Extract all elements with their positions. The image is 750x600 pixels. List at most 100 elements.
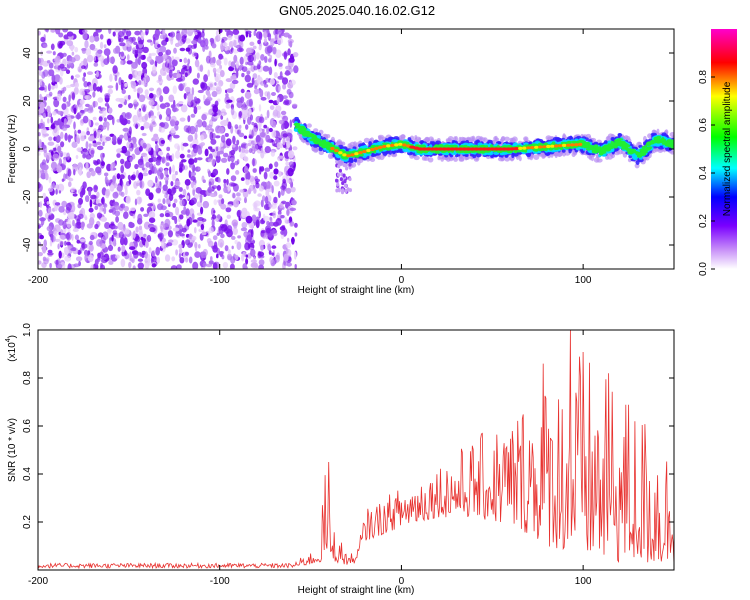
ridge-blob xyxy=(610,146,614,150)
noise-blob xyxy=(126,29,130,32)
noise-blob xyxy=(184,251,189,256)
noise-blob xyxy=(221,198,225,205)
noise-blob xyxy=(277,75,284,80)
noise-blob xyxy=(105,188,111,197)
noise-blob xyxy=(240,227,248,232)
noise-blob xyxy=(251,77,255,85)
ridge-blob xyxy=(506,150,513,154)
noise-blob xyxy=(275,218,282,226)
noise-blob xyxy=(159,222,166,230)
noise-blob xyxy=(209,192,217,198)
noise-blob xyxy=(54,74,61,83)
noise-blob xyxy=(106,163,112,172)
noise-blob xyxy=(273,175,278,180)
noise-blob xyxy=(286,179,291,183)
noise-blob xyxy=(283,32,290,38)
ridge-blob xyxy=(607,143,612,146)
noise-blob xyxy=(230,61,236,68)
noise-blob xyxy=(69,57,76,63)
noise-blob xyxy=(200,251,207,259)
noise-blob xyxy=(261,128,265,133)
noise-blobs xyxy=(38,29,299,269)
noise-blob xyxy=(225,103,231,109)
noise-blob xyxy=(254,85,258,90)
noise-blob xyxy=(92,159,97,165)
noise-blob xyxy=(190,113,196,118)
ridge-blob xyxy=(387,136,394,141)
noise-blob xyxy=(63,118,67,125)
noise-blob xyxy=(167,199,171,204)
noise-blob xyxy=(94,185,98,190)
noise-blob xyxy=(260,96,267,101)
noise-blob xyxy=(61,103,67,110)
noise-blob xyxy=(104,103,109,107)
noise-blob xyxy=(38,57,42,65)
noise-blob xyxy=(73,86,79,95)
noise-blob xyxy=(62,52,67,57)
noise-blob xyxy=(279,203,284,209)
noise-blob xyxy=(173,47,177,54)
noise-blob xyxy=(196,72,200,79)
noise-blob xyxy=(112,135,117,143)
noise-blob xyxy=(47,252,54,256)
noise-blob xyxy=(121,227,126,233)
noise-blob xyxy=(59,234,66,240)
noise-blob xyxy=(66,31,74,37)
ridge-blob xyxy=(447,150,451,154)
ridge-blob xyxy=(370,153,375,157)
noise-blob xyxy=(226,214,231,219)
noise-blob xyxy=(248,33,252,38)
noise-blob xyxy=(231,245,234,250)
noise-blob xyxy=(158,51,164,57)
noise-blob xyxy=(67,168,72,177)
noise-blob xyxy=(260,166,265,172)
noise-blob xyxy=(289,221,295,227)
noise-blob xyxy=(183,93,187,100)
noise-blob xyxy=(283,99,290,105)
noise-blob xyxy=(88,240,93,246)
noise-blob xyxy=(240,177,245,182)
noise-blob xyxy=(293,155,296,163)
noise-blob xyxy=(103,44,107,49)
noise-blob xyxy=(172,104,177,113)
noise-blob xyxy=(210,62,216,68)
noise-blob xyxy=(127,147,133,152)
ridge-blob xyxy=(556,137,562,142)
noise-blob xyxy=(169,166,172,175)
noise-blob xyxy=(49,240,53,247)
noise-blob xyxy=(47,118,50,124)
ridge-blob xyxy=(431,141,436,146)
noise-blob xyxy=(120,180,124,188)
noise-blob xyxy=(123,29,127,34)
noise-blob xyxy=(266,109,270,119)
noise-blob xyxy=(83,72,86,77)
noise-blob xyxy=(197,37,202,44)
noise-blob xyxy=(164,212,170,218)
noise-blob xyxy=(38,132,41,137)
noise-blob xyxy=(105,179,111,183)
noise-blob xyxy=(184,179,191,186)
ridge-blob xyxy=(562,133,566,139)
ridge-blob xyxy=(357,159,364,163)
noise-blob xyxy=(223,186,229,194)
noise-blob xyxy=(62,86,67,92)
noise-blob xyxy=(219,70,225,78)
ridge-blob xyxy=(469,145,474,148)
noise-blob xyxy=(85,103,90,108)
noise-blob xyxy=(250,259,257,264)
noise-blob xyxy=(146,261,152,266)
noise-blob xyxy=(130,207,136,212)
noise-blob xyxy=(284,71,291,76)
noise-blob xyxy=(184,86,191,93)
noise-blob xyxy=(116,173,121,180)
noise-blob xyxy=(157,44,161,48)
ridge-blob xyxy=(639,151,644,155)
noise-blob xyxy=(187,115,191,123)
noise-blob xyxy=(180,104,188,113)
noise-blob xyxy=(185,47,191,52)
noise-blob xyxy=(174,171,178,176)
ridge-blob xyxy=(470,137,474,144)
noise-blob xyxy=(239,152,246,160)
noise-blob xyxy=(253,65,258,71)
noise-blob xyxy=(131,61,138,69)
